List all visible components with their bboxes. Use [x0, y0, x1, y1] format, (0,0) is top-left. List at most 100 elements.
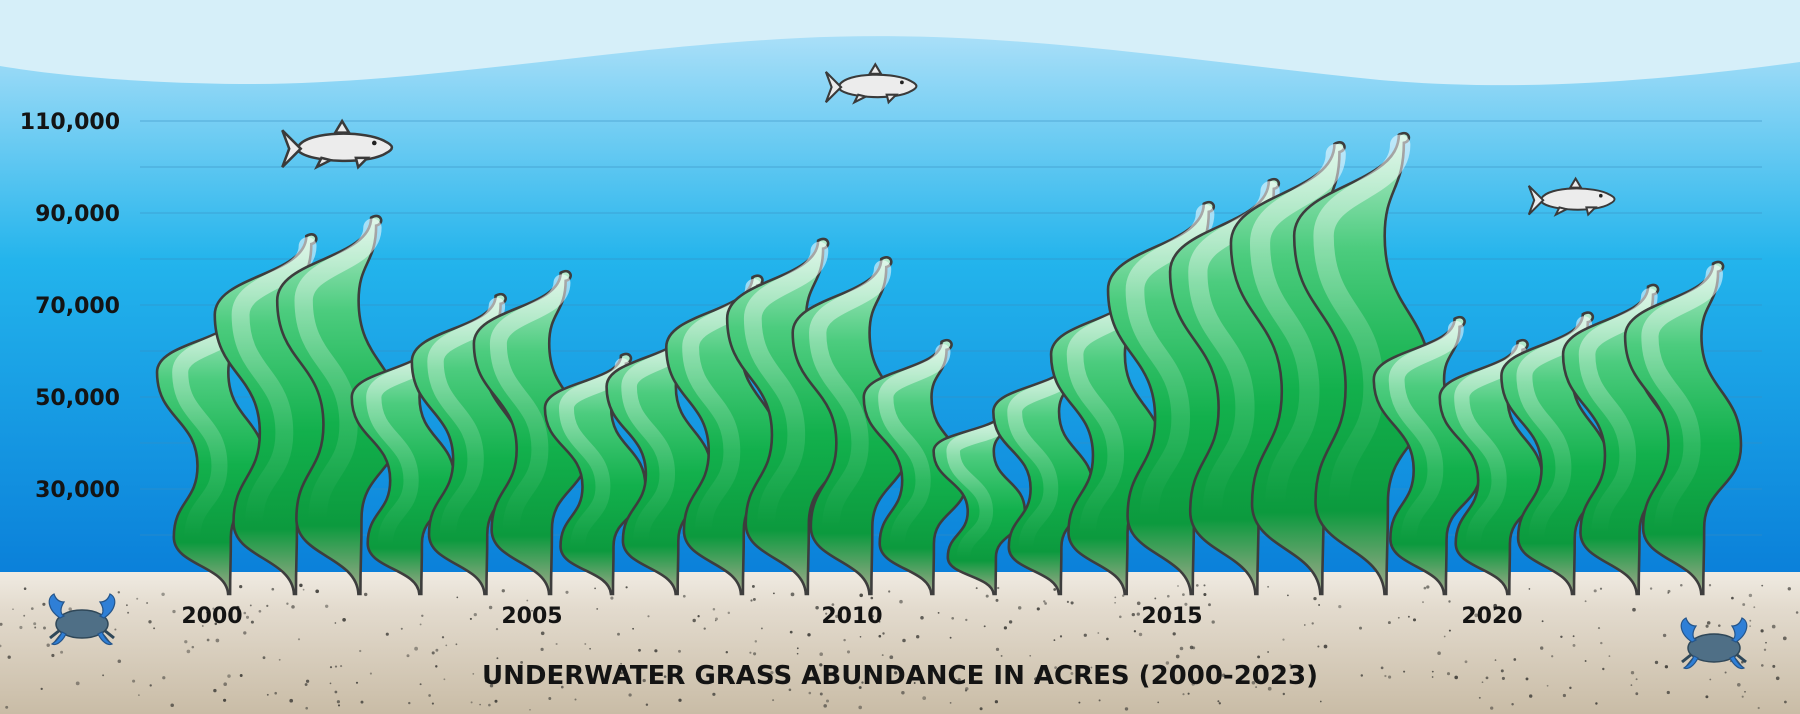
sand-speck	[227, 674, 231, 678]
sand-speck	[1017, 606, 1022, 610]
sand-speck	[336, 700, 340, 704]
grass-blade-highlight	[621, 330, 696, 549]
sand-speck	[1749, 625, 1751, 627]
sand-speck	[191, 645, 195, 649]
sand-speck	[0, 622, 3, 626]
sand-speck	[148, 620, 152, 624]
sand-speck	[678, 698, 682, 702]
y-axis: 30,000 50,000 70,000 90,000 110,000	[20, 110, 120, 503]
sand-speck	[1034, 677, 1038, 681]
sand-speck	[825, 612, 828, 615]
sand-speck	[258, 609, 262, 613]
grass-blade-highlight	[1454, 344, 1527, 552]
sand-speck	[1600, 641, 1603, 645]
sand-speck	[638, 648, 641, 652]
sand-speck	[907, 678, 911, 682]
sand-speck	[488, 605, 493, 610]
sand-speck	[1133, 630, 1137, 633]
sand-speck	[117, 659, 122, 663]
sand-speck	[913, 682, 916, 684]
sand-speck	[243, 631, 247, 635]
grass-bar-2013	[992, 357, 1095, 596]
sand-speck	[33, 622, 37, 626]
sand-speck	[428, 694, 431, 697]
sand-speck	[1195, 584, 1199, 587]
sand-speck	[979, 707, 983, 711]
sand-speck	[951, 616, 955, 620]
sand-speck	[1218, 702, 1221, 705]
sand-speck	[1043, 600, 1046, 603]
sand-speck	[286, 602, 289, 605]
sand-speck	[1540, 646, 1544, 650]
grass-blade-highlight	[1578, 288, 1658, 541]
sand-speck	[856, 665, 860, 669]
sand-speck	[1145, 665, 1148, 668]
grass-blade-highlight	[294, 218, 382, 528]
sand-speck	[1114, 596, 1117, 599]
sand-speck	[1257, 679, 1261, 682]
sand-speck	[692, 618, 696, 623]
sand-speck	[136, 597, 139, 600]
sand-speck	[1278, 668, 1280, 671]
sand-speck	[355, 681, 359, 684]
sand-speck	[495, 627, 499, 631]
sand-speck	[1662, 633, 1667, 638]
sand-speck	[262, 656, 266, 660]
sand-speck	[788, 688, 792, 692]
sand-speck	[1208, 603, 1211, 607]
grass-blade-highlight	[231, 237, 317, 532]
chart-title: UNDERWATER GRASS ABUNDANCE IN ACRES (200…	[482, 661, 1318, 691]
sand-speck	[445, 644, 448, 647]
sand-speck	[1036, 607, 1040, 611]
sand-speck	[1529, 694, 1533, 698]
sand-speck	[584, 643, 587, 645]
sand-speck	[214, 622, 218, 626]
sand-speck	[1251, 681, 1256, 685]
sand-speck	[815, 606, 819, 610]
sand-speck	[749, 651, 752, 654]
grass-blade-highlight	[1249, 143, 1346, 515]
sand-speck	[1192, 646, 1196, 650]
sand-speck	[1066, 600, 1069, 603]
sand-speck	[1182, 593, 1185, 596]
sand-speck	[1203, 584, 1206, 587]
sand-speck	[871, 615, 874, 618]
sand-speck	[1478, 696, 1481, 699]
sand-speck	[678, 649, 681, 653]
sand-speck	[1541, 620, 1544, 623]
sand-speck	[920, 616, 924, 620]
sand-speck	[329, 666, 333, 669]
sand-speck	[42, 602, 46, 606]
sand-speck	[697, 615, 700, 618]
grass-blade-highlight	[1313, 134, 1411, 513]
sand-speck	[334, 690, 338, 694]
sand-speck	[1187, 692, 1190, 695]
sand-speck	[529, 708, 531, 711]
sand-speck	[340, 665, 343, 668]
sand-speck	[153, 627, 156, 630]
sand-speck	[435, 648, 439, 652]
sand-speck	[894, 671, 898, 675]
sand-speck	[1772, 664, 1776, 668]
sand-speck	[1070, 672, 1074, 675]
sand-speck	[489, 684, 494, 688]
sand-speck	[843, 638, 846, 642]
sand-speck	[747, 674, 751, 678]
sand-speck	[889, 655, 894, 660]
sand-speck	[997, 586, 1000, 590]
crab-icon	[48, 593, 116, 646]
sand-speck	[30, 607, 34, 610]
sand-speck	[1602, 667, 1605, 671]
sand-speck	[1070, 601, 1074, 605]
sand-speck	[1474, 613, 1479, 618]
sand-speck	[1203, 592, 1207, 597]
sand-speck	[236, 605, 240, 610]
grass-blade-highlight	[1516, 316, 1593, 547]
sand-speck	[414, 646, 418, 651]
grass-bar-2009	[725, 237, 849, 596]
sand-speck	[23, 614, 26, 617]
grass-blade-highlight	[427, 297, 506, 543]
sand-speck	[360, 700, 364, 704]
sand-speck	[1784, 700, 1787, 704]
sand-speck	[560, 685, 564, 689]
